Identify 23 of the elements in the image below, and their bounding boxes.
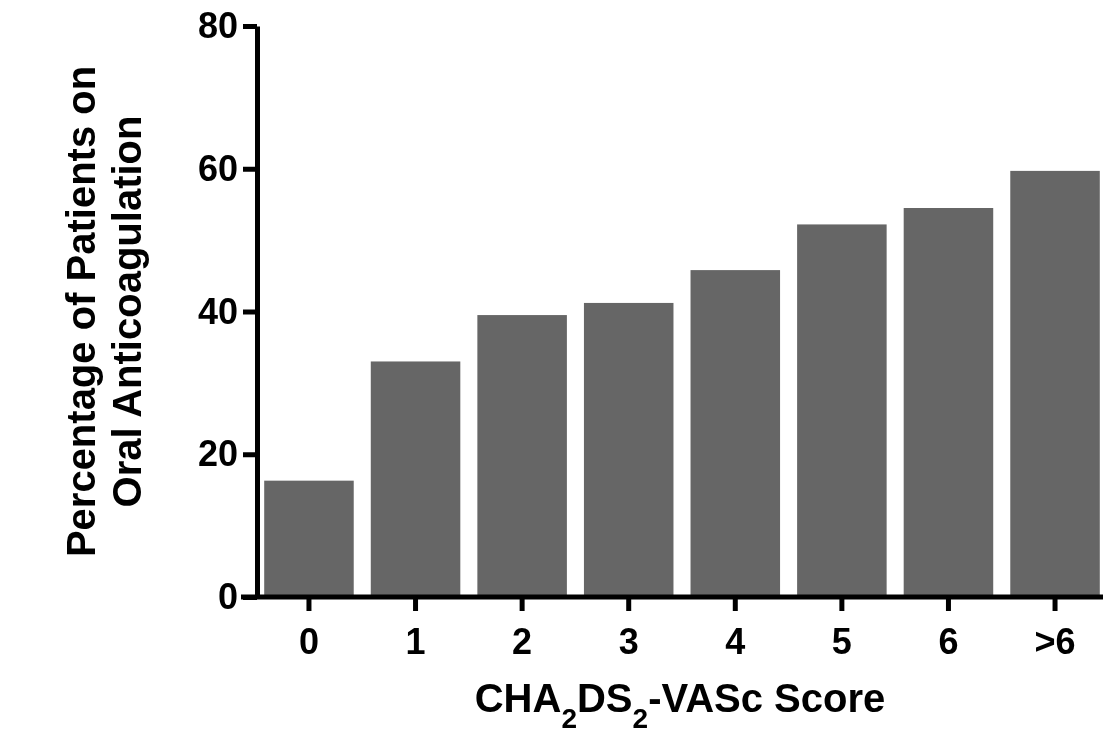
x-tick-label: >6: [1034, 620, 1076, 662]
x-tick-label: 0: [298, 620, 319, 662]
bar: [690, 270, 781, 597]
y-tick-label: 80: [197, 5, 238, 47]
bar: [264, 480, 354, 597]
bar: [797, 224, 887, 597]
y-axis-title: Percentage of Patients on Oral Anticoagulation: [59, 65, 149, 558]
bar: [583, 302, 674, 597]
x-tick-label: 2: [512, 620, 533, 662]
y-tick-label: 0: [217, 576, 238, 618]
bar: [370, 361, 461, 597]
x-tick-label: 5: [831, 620, 852, 662]
x-tick-label: 6: [938, 620, 959, 662]
x-tick-label: 3: [618, 620, 639, 662]
x-tick-label: 1: [405, 620, 426, 662]
y-tick-label: 20: [197, 433, 238, 475]
bar: [1010, 170, 1100, 597]
y-tick-label: 60: [197, 147, 238, 189]
y-tick-label: 40: [197, 290, 238, 332]
x-tick-label: 4: [725, 620, 746, 662]
x-axis-title: CHA$_{2}$DS$_{2}$-VASc Score: [474, 676, 886, 734]
bar: [477, 315, 567, 597]
bar: [903, 208, 994, 597]
